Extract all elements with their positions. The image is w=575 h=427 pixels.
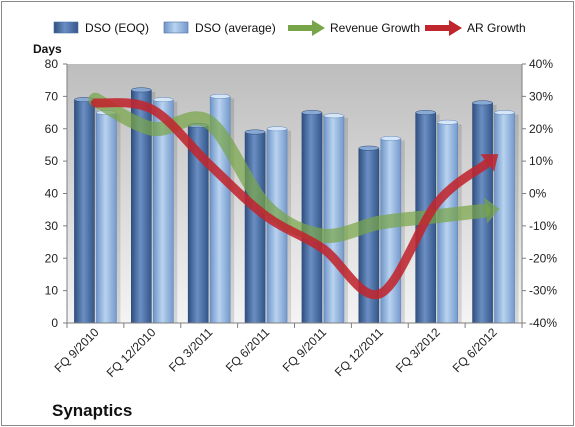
legend-label: DSO (EOQ) bbox=[85, 21, 149, 35]
legend-swatch bbox=[53, 21, 79, 34]
x-tick-label: FQ 3/2011 bbox=[166, 325, 216, 375]
y-tick-label: 50 bbox=[45, 154, 59, 168]
y-tick-label: 80 bbox=[45, 57, 59, 71]
bar-top bbox=[472, 100, 493, 106]
bar-dso-eoq bbox=[244, 131, 266, 324]
y-tick-label: 70 bbox=[45, 89, 59, 103]
y-tick-label: 30 bbox=[45, 219, 59, 233]
bar-top bbox=[323, 113, 345, 119]
bar-top bbox=[415, 110, 436, 116]
bar-dso-average bbox=[96, 112, 117, 324]
bar-dso-average bbox=[494, 112, 515, 324]
x-tick-label: FQ 6/2012 bbox=[450, 325, 500, 375]
y2-tick-label: 40% bbox=[529, 57, 553, 71]
x-tick-label: FQ 12/2011 bbox=[332, 325, 386, 379]
legend-arrowhead bbox=[449, 20, 462, 36]
y-tick-label: 20 bbox=[45, 251, 59, 265]
bar-dso-average bbox=[323, 115, 345, 324]
y2-tick-label: 20% bbox=[529, 122, 553, 136]
bar-top bbox=[131, 87, 152, 93]
growth-lines bbox=[88, 92, 500, 300]
y-axis-label: Days bbox=[33, 42, 62, 56]
y2-tick-label: 0% bbox=[529, 187, 547, 201]
y2-tick-label: -30% bbox=[529, 284, 557, 298]
chart-title: Synaptics bbox=[52, 401, 132, 420]
bar-dso-eoq bbox=[74, 99, 95, 324]
legend-label: AR Growth bbox=[467, 21, 526, 35]
bar-top bbox=[358, 145, 380, 151]
revenue-growth-arrowhead bbox=[484, 197, 500, 224]
ar-growth-arrowhead bbox=[480, 154, 499, 172]
x-tick-label: FQ 12/2010 bbox=[104, 325, 159, 380]
bar-top bbox=[153, 97, 174, 103]
y-tick-label: 10 bbox=[45, 284, 59, 298]
legend-label: DSO (average) bbox=[195, 21, 276, 35]
y-tick-label: 40 bbox=[45, 187, 59, 201]
bar-top bbox=[494, 110, 515, 116]
x-tick-label: FQ 9/2011 bbox=[280, 325, 330, 375]
ar-growth-line bbox=[90, 98, 491, 300]
y-tick-label: 60 bbox=[45, 122, 59, 136]
x-tick-label: FQ 9/2010 bbox=[52, 325, 102, 375]
bar-dso-eoq bbox=[301, 112, 323, 324]
bar-top bbox=[209, 93, 231, 99]
x-tick-label: FQ 3/2012 bbox=[393, 325, 443, 375]
legend-label: Revenue Growth bbox=[330, 21, 420, 35]
y-tick-label: 0 bbox=[51, 316, 58, 330]
legend-swatch bbox=[163, 21, 189, 34]
y2-tick-label: -10% bbox=[529, 219, 557, 233]
bar-top bbox=[301, 110, 323, 116]
bars bbox=[74, 87, 519, 324]
legend: DSO (EOQ) DSO (average) Revenue Growth AR G… bbox=[53, 20, 526, 36]
y2-tick-label: 30% bbox=[529, 89, 553, 103]
bar-top bbox=[437, 119, 458, 125]
y2-tick-label: -40% bbox=[529, 316, 557, 330]
x-tick-label: FQ 6/2011 bbox=[223, 325, 273, 375]
y2-tick-label: 10% bbox=[529, 154, 553, 168]
legend-arrowhead bbox=[312, 20, 325, 36]
y2-tick-label: -20% bbox=[529, 251, 557, 265]
bar-top bbox=[244, 129, 266, 135]
bar-top bbox=[266, 126, 288, 132]
bar-top bbox=[380, 136, 402, 141]
